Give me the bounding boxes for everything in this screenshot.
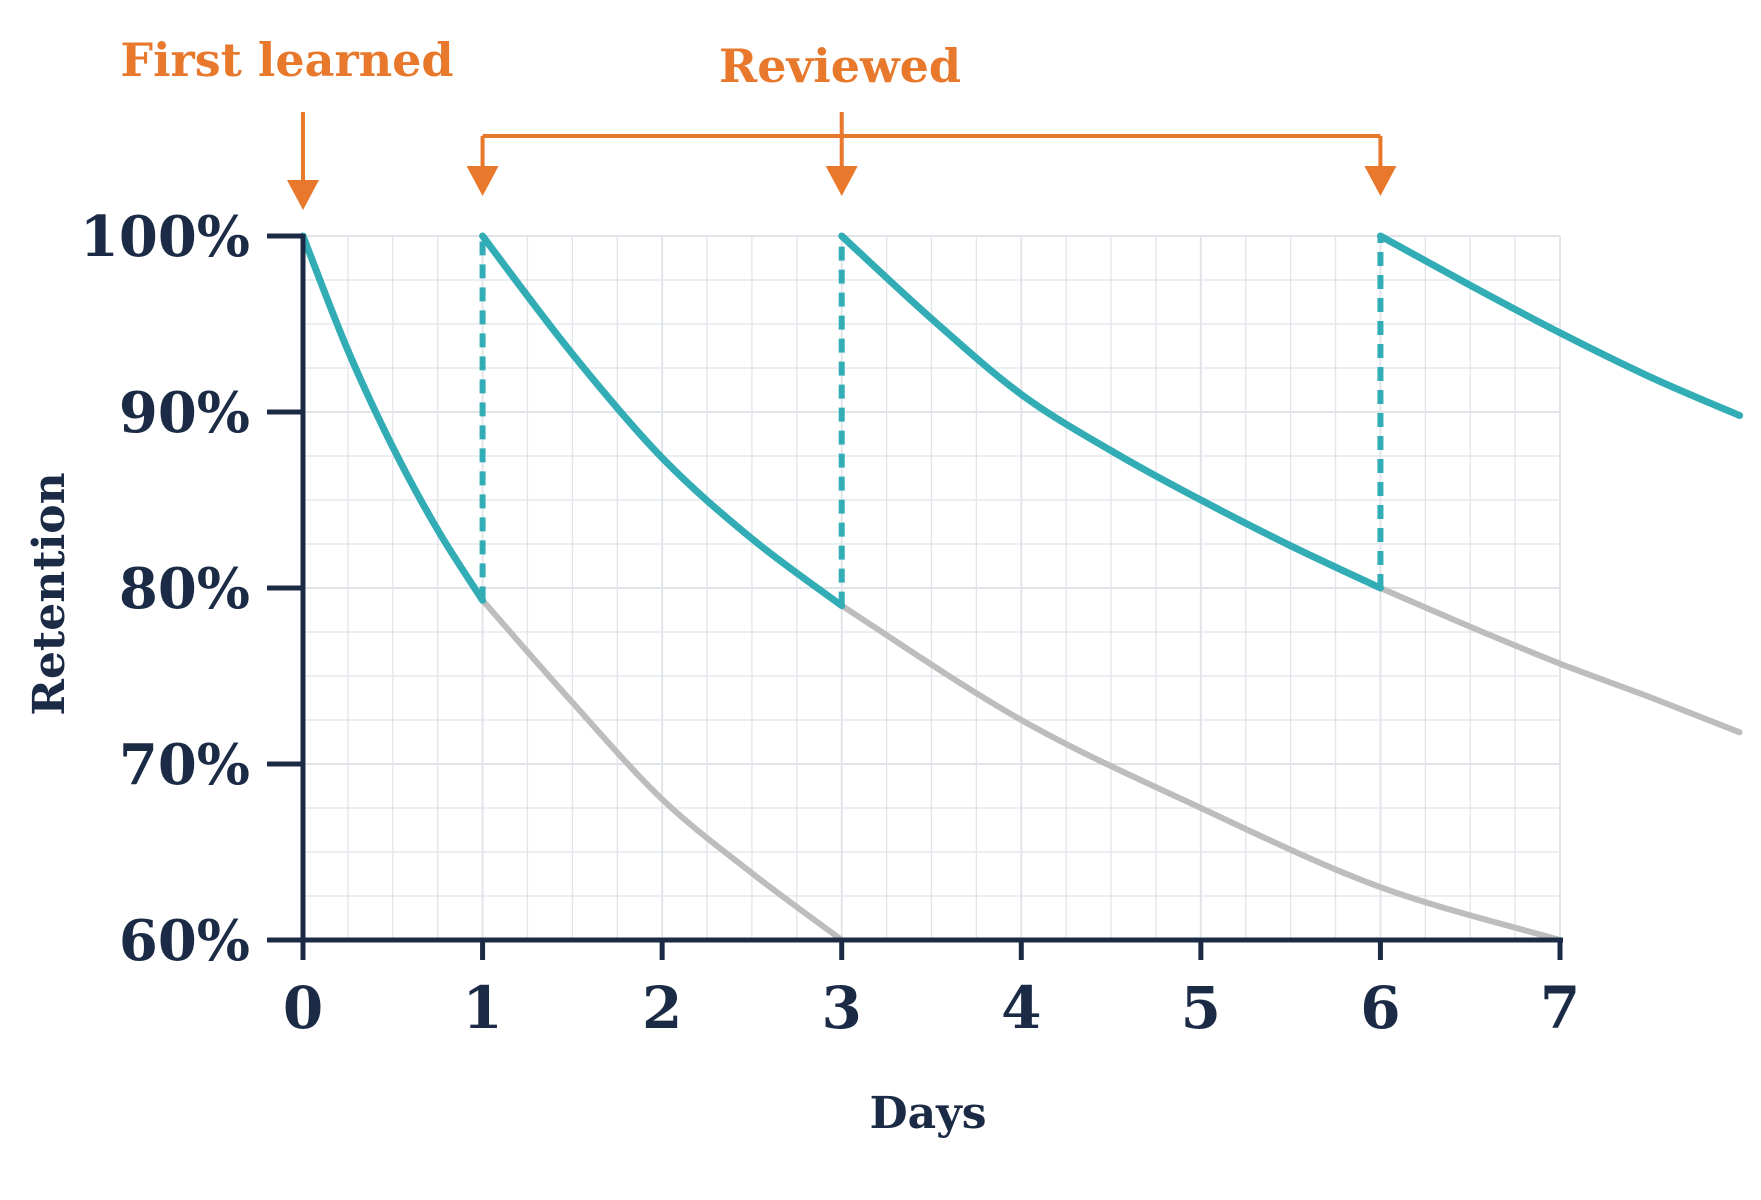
review-curves xyxy=(299,232,1744,610)
y-axis-title: Retention xyxy=(24,472,75,715)
reviewed-arrowhead xyxy=(825,166,858,196)
forgetting-curve-1 xyxy=(479,597,845,943)
grid xyxy=(302,235,1561,941)
first-learned-arrowhead xyxy=(287,180,319,210)
x-tick-label: 7 xyxy=(1540,974,1580,1042)
ticks: 0 1 2 3 4 5 6 7 100% 90% 80% 70% 60% xyxy=(80,204,1580,1042)
review-jumps xyxy=(479,236,1384,606)
y-tick-label: 70% xyxy=(119,732,250,798)
forgetting-curve-2 xyxy=(838,602,1563,943)
review-curve-4 xyxy=(1376,232,1744,419)
reviewed-arrowhead xyxy=(1364,166,1397,196)
review-curve-2 xyxy=(479,232,846,610)
reviewed-label: Reviewed xyxy=(719,39,961,93)
forgetting-curves xyxy=(479,585,1743,943)
annotations: First learned Reviewed xyxy=(120,33,1397,210)
x-tick-label: 2 xyxy=(642,974,682,1042)
x-axis-title: Days xyxy=(869,1088,986,1139)
reviewed-arrowhead xyxy=(466,166,499,196)
review-curve-1 xyxy=(299,232,487,604)
x-tick-label: 4 xyxy=(1001,974,1041,1042)
forgetting-curve-3 xyxy=(1377,585,1743,736)
y-tick-label: 80% xyxy=(119,556,250,622)
x-tick-label: 6 xyxy=(1360,974,1400,1042)
y-tick-label: 100% xyxy=(80,204,250,270)
x-tick-label: 0 xyxy=(283,974,323,1042)
review-curve-3 xyxy=(838,232,1384,592)
x-tick-label: 1 xyxy=(462,974,502,1042)
y-tick-label: 60% xyxy=(119,908,250,974)
y-tick-label: 90% xyxy=(119,380,250,446)
first-learned-label: First learned xyxy=(120,33,453,87)
x-tick-label: 5 xyxy=(1181,974,1221,1042)
x-tick-label: 3 xyxy=(822,974,862,1042)
